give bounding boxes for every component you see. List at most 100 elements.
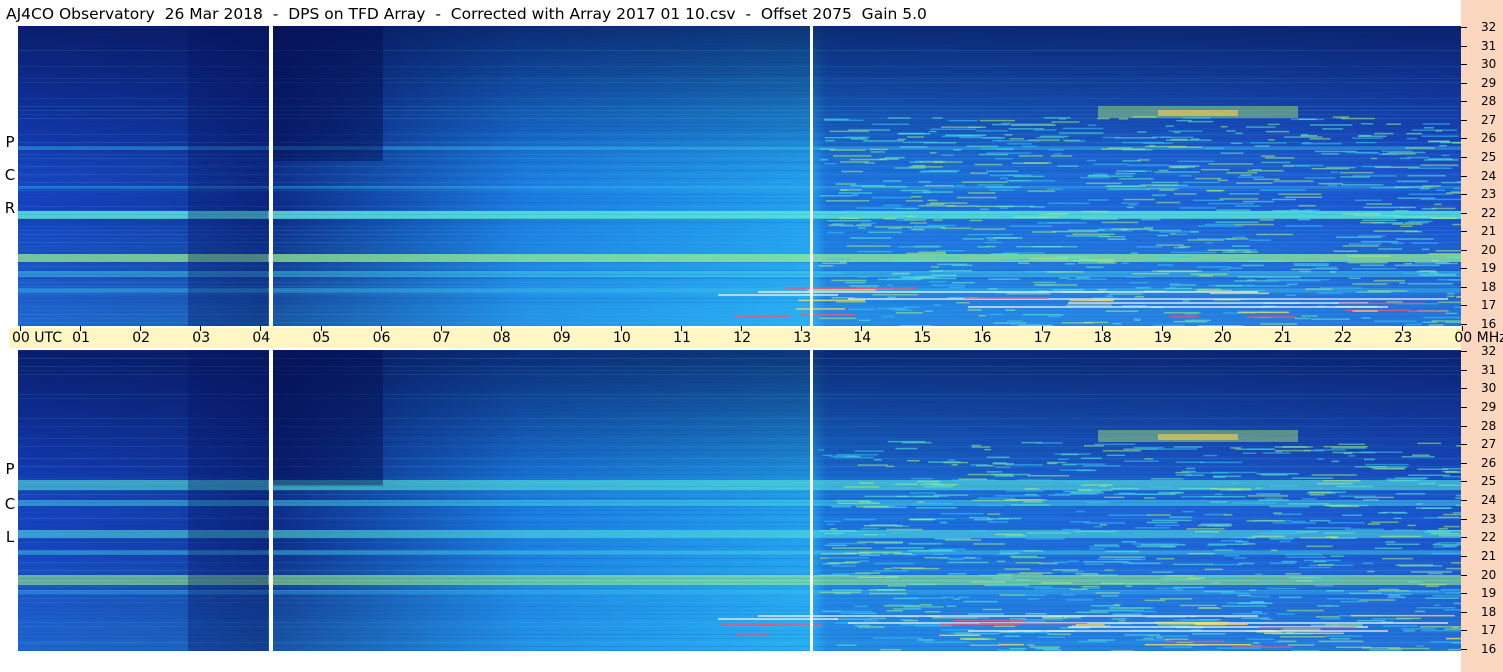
top-pol-letter-2: C xyxy=(4,166,16,184)
spectrogram-noise xyxy=(1190,273,1228,276)
spectrogram-noise xyxy=(1274,640,1281,643)
spectrogram-noise xyxy=(947,459,956,462)
spectrogram-noise xyxy=(1235,205,1261,207)
spectrogram-noise xyxy=(1345,528,1384,531)
spectrogram-noise xyxy=(1382,625,1417,627)
spectrogram-rfi xyxy=(939,634,981,637)
spectrogram-noise xyxy=(1348,455,1356,457)
spectrogram-noise xyxy=(883,218,897,220)
spectrogram-noise xyxy=(1329,637,1351,640)
spectrogram-stripe xyxy=(18,562,1461,563)
spectrogram-stripe xyxy=(18,366,1461,367)
spectrogram-noise xyxy=(1099,581,1117,584)
spectrogram-noise xyxy=(1162,646,1193,648)
spectrogram-noise xyxy=(1211,582,1219,584)
spectrogram-noise xyxy=(1317,564,1334,566)
spectrogram-noise xyxy=(850,138,868,140)
spectrogram-noise xyxy=(1405,230,1423,233)
spectrogram-stripe xyxy=(18,262,1461,263)
spectrogram-noise xyxy=(1203,454,1218,457)
spectrogram-stripe xyxy=(18,546,1461,547)
spectrogram-noise xyxy=(1352,267,1397,270)
spectrogram-stripe xyxy=(18,606,1461,607)
spectrogram-noise xyxy=(1170,284,1197,286)
spectrogram-noise xyxy=(962,238,984,240)
spectrogram-stripe xyxy=(18,626,1461,627)
spectrogram-stripe xyxy=(18,398,1461,399)
spectrogram-noise xyxy=(1104,496,1125,499)
spectrogram-noise xyxy=(1181,470,1196,473)
spectrogram-noise xyxy=(1352,283,1388,285)
spectrogram-noise xyxy=(1309,519,1331,522)
spectrogram-noise xyxy=(1419,274,1456,276)
spectrogram-noise xyxy=(1445,592,1461,594)
rcp-freq-label: 31 xyxy=(1481,38,1497,53)
spectrogram-noise xyxy=(1442,545,1458,547)
spectrogram-noise xyxy=(1226,172,1258,174)
spectrogram-stripe xyxy=(18,470,1461,471)
lcp-freq-label: 23 xyxy=(1481,511,1497,526)
spectrogram-noise xyxy=(940,126,986,128)
spectrogram-noise xyxy=(1027,139,1060,141)
spectrogram-noise xyxy=(1220,592,1250,594)
spectrogram-noise xyxy=(831,297,855,299)
spectrogram-noise xyxy=(995,205,1035,208)
spectrogram-noise xyxy=(936,250,965,252)
spectrogram-stripe xyxy=(18,570,1461,571)
spectrogram-noise xyxy=(1396,617,1421,620)
spectrogram-noise xyxy=(1197,225,1243,227)
spectrogram-noise xyxy=(863,140,904,142)
spectrogram-noise xyxy=(1367,570,1375,573)
spectrogram-band xyxy=(18,480,1461,490)
spectrogram-noise xyxy=(1358,599,1396,601)
spectrogram-noise xyxy=(1261,618,1274,621)
time-label: 01 xyxy=(72,330,90,346)
spectrogram-noise xyxy=(1421,135,1459,137)
spectrogram-noise xyxy=(1371,222,1404,224)
spectrogram-noise xyxy=(948,583,975,585)
spectrogram-noise xyxy=(855,503,870,505)
spectrogram-noise xyxy=(913,277,957,280)
spectrogram-noise xyxy=(924,610,941,613)
spectrogram-noise xyxy=(899,618,913,621)
spectrogram-stripe xyxy=(18,482,1461,483)
spectrogram-noise xyxy=(1360,123,1373,125)
spectrogram-noise xyxy=(915,275,957,277)
spectrogram-noise xyxy=(1133,446,1164,449)
spectrogram-noise xyxy=(1032,245,1078,248)
spectrogram-noise xyxy=(1171,138,1188,141)
spectrogram-noise xyxy=(1272,530,1295,532)
spectrogram-stripe xyxy=(18,490,1461,491)
time-tick xyxy=(1161,326,1163,331)
spectrogram-noise xyxy=(1419,583,1447,586)
spectrogram-rfi xyxy=(1338,302,1426,305)
spectrogram-noise xyxy=(1093,229,1133,232)
spectrogram-noise xyxy=(1387,596,1406,598)
spectrogram-noise xyxy=(996,553,1016,556)
spectrogram-noise xyxy=(1136,545,1177,548)
spectrogram-noise xyxy=(1330,537,1357,539)
spectrogram-noise xyxy=(1169,283,1182,285)
spectrogram-noise xyxy=(978,574,1013,577)
spectrogram-noise xyxy=(1443,513,1461,516)
spectrogram-noise xyxy=(933,553,944,556)
spectrogram-noise xyxy=(1256,473,1299,475)
spectrogram-stripe xyxy=(18,74,1461,75)
spectrogram-noise xyxy=(919,604,933,606)
spectrogram-noise xyxy=(1107,147,1133,149)
spectrogram-noise xyxy=(1176,233,1188,236)
spectrogram-noise xyxy=(824,544,847,547)
spectrogram-noise xyxy=(1112,322,1122,325)
spectrogram-noise xyxy=(1284,211,1310,214)
spectrogram-noise xyxy=(1080,457,1103,460)
spectrogram-noise xyxy=(907,637,923,639)
spectrogram-noise xyxy=(1280,629,1321,631)
spectrogram-noise xyxy=(918,204,956,207)
spectrogram-noise xyxy=(1291,477,1333,479)
spectrogram-noise xyxy=(1041,582,1072,584)
spectrogram-noise xyxy=(1224,554,1240,557)
spectrogram-noise xyxy=(1395,477,1428,479)
spectrogram-rfi xyxy=(1232,646,1293,648)
spectrogram-noise xyxy=(911,195,922,198)
spectrogram-noise xyxy=(1070,588,1088,590)
